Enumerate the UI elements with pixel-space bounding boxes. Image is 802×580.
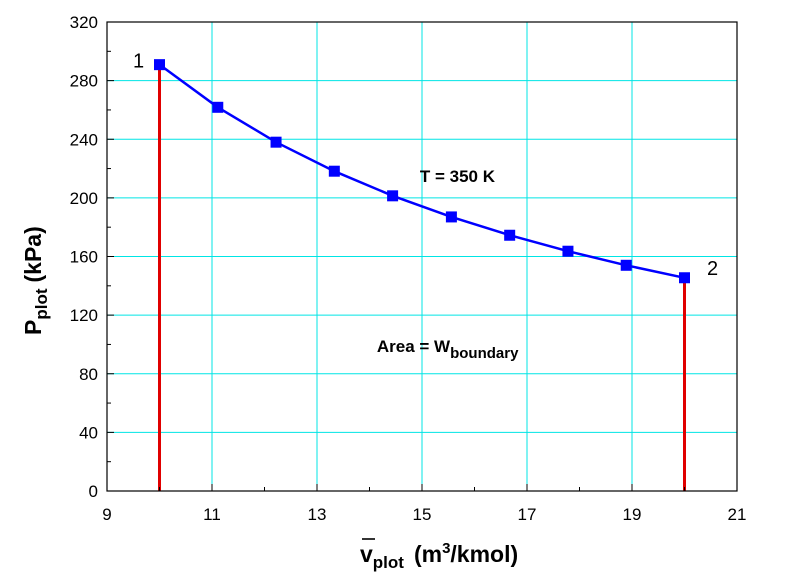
area-annotation-subscript: boundary <box>450 345 519 362</box>
x-tick-label: 21 <box>728 505 747 524</box>
data-point <box>562 245 574 257</box>
y-tick-label: 40 <box>79 423 98 442</box>
x-tick-label: 13 <box>308 505 327 524</box>
y-tick-label: 80 <box>79 365 98 384</box>
series <box>158 63 685 280</box>
x-axis-title-unit-post: /kmol) <box>450 541 518 567</box>
temperature-annotation: T = 350 K <box>420 167 496 186</box>
plot-border <box>106 21 738 492</box>
y-tick-label: 200 <box>70 189 98 208</box>
data-point <box>212 101 224 113</box>
y-tick-label: 320 <box>70 13 98 32</box>
data-point <box>679 272 690 284</box>
state-2-label: 2 <box>707 258 718 280</box>
area-annotation-prefix: Area = W <box>377 337 451 356</box>
data-point <box>504 229 516 241</box>
data-point <box>154 59 165 71</box>
process-line <box>158 63 685 280</box>
y-tick-label: 240 <box>70 130 98 149</box>
x-axis-title-unit-sup: 3 <box>442 540 450 557</box>
state-1-label: 1 <box>133 51 144 73</box>
x-axis-title-main: v <box>360 541 373 567</box>
data-point <box>620 259 632 271</box>
x-tick-label: 9 <box>102 505 111 524</box>
y-tick-label: 0 <box>89 482 98 501</box>
y-tick-label: 120 <box>70 306 98 325</box>
data-point <box>328 165 340 177</box>
y-axis-title-unit: (kPa) <box>20 226 46 282</box>
data-point <box>387 190 399 202</box>
y-axis-title-sub: plot <box>32 288 51 319</box>
x-tick-label: 11 <box>203 505 221 524</box>
area-annotation: Area = Wboundary <box>377 337 519 362</box>
x-tick-label: 15 <box>413 505 432 524</box>
svg-text:vplot(m3/kmol): vplot (m3/kmol) <box>360 540 518 572</box>
x-tick-label: 17 <box>518 505 537 524</box>
x-axis-title-sub: plot <box>373 553 404 572</box>
x-axis-title-unit-pre: (m <box>414 541 442 567</box>
y-tick-label: 160 <box>70 248 98 267</box>
data-markers <box>154 59 690 284</box>
x-axis-title: vplot (m3/kmol) <box>360 538 518 572</box>
svg-text:Pplot(kPa): Pplot (kPa) <box>20 226 51 335</box>
data-point <box>270 136 282 148</box>
y-tick-label: 280 <box>70 72 98 91</box>
y-axis-title-main: P <box>20 320 46 335</box>
grid <box>106 21 738 492</box>
y-axis-title: Pplot (kPa) <box>20 226 51 335</box>
boundary-lines <box>158 64 686 491</box>
x-tick-label: 19 <box>623 505 642 524</box>
plot-frame <box>106 21 738 492</box>
data-point <box>445 211 457 223</box>
